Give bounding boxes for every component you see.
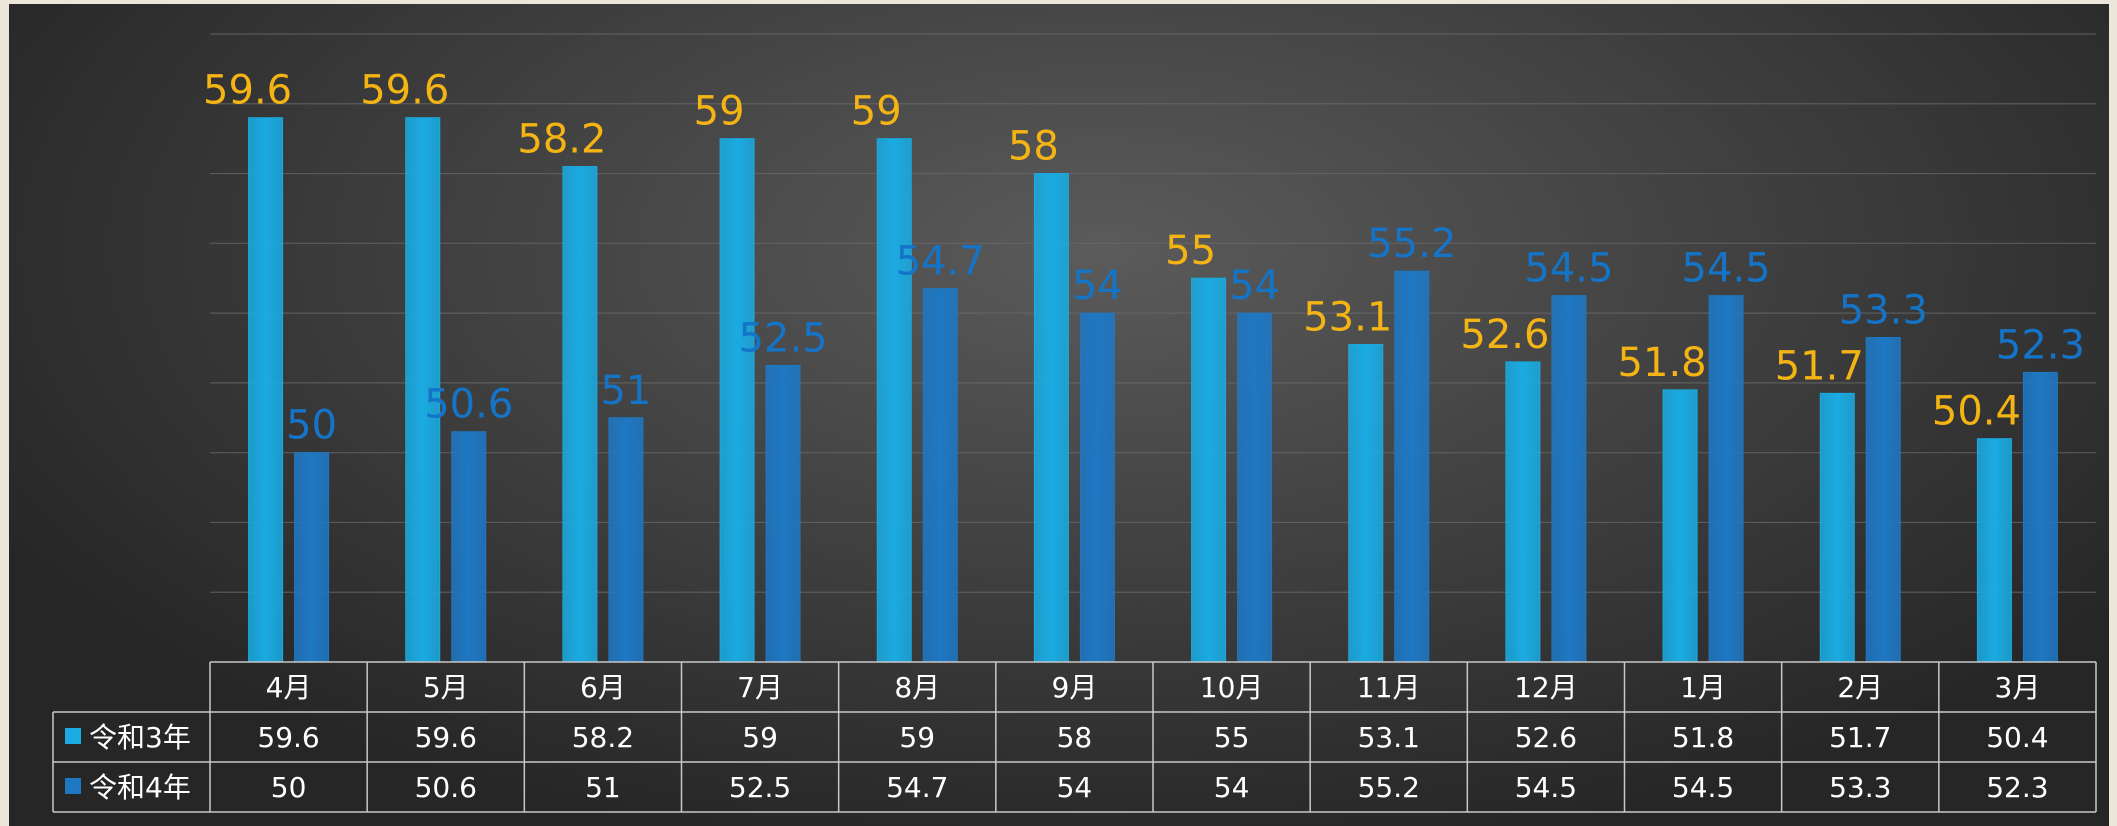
table-cell: 53.3 [1829, 771, 1891, 804]
table-cell: 58 [1057, 721, 1093, 754]
table-cell: 59.6 [257, 721, 319, 754]
bar [1708, 295, 1744, 663]
table-cell: 54.7 [886, 771, 948, 804]
data-label: 59 [851, 89, 902, 135]
table-cell: 55.2 [1358, 771, 1420, 804]
data-label: 55 [1165, 228, 1216, 274]
data-label: 50.4 [1932, 389, 2021, 435]
bar [1819, 392, 1855, 663]
data-label: 52.3 [1996, 322, 2085, 368]
bar [405, 117, 441, 663]
data-label: 53.1 [1303, 295, 1392, 341]
bar [922, 288, 958, 663]
x-tick-label: 10月 [1200, 671, 1264, 704]
data-label: 58.2 [517, 117, 606, 163]
data-label: 52.6 [1460, 312, 1549, 358]
data-label: 54.7 [896, 239, 985, 285]
bar [719, 138, 755, 663]
table-cell: 59 [742, 721, 778, 754]
data-label: 50.6 [424, 382, 513, 428]
x-tick-label: 12月 [1514, 671, 1578, 704]
data-label: 59 [694, 89, 745, 135]
bar [562, 166, 598, 663]
bar [248, 117, 284, 663]
data-label: 54 [1229, 263, 1280, 309]
table-cell: 54.5 [1515, 771, 1577, 804]
table-cell: 53.1 [1358, 721, 1420, 754]
table-cell: 51.7 [1829, 721, 1891, 754]
data-label: 55.2 [1367, 221, 1456, 267]
legend-label: 令和4年 [89, 771, 191, 804]
table-cell: 50.4 [1986, 721, 2048, 754]
bar [1348, 344, 1384, 663]
data-label: 51.7 [1775, 343, 1864, 389]
bar-chart: 59.6 50 59.6 50.6 58.2 51 59 52.5 59 54.7 58 54 55 54… [52, 33, 2097, 813]
legend-label: 令和3年 [89, 721, 191, 754]
bar [294, 452, 330, 663]
bar [1662, 389, 1698, 663]
x-tick-label: 8月 [894, 671, 940, 704]
x-tick-label: 4月 [266, 671, 312, 704]
chart-panel: 59.6 50 59.6 50.6 58.2 51 59 52.5 59 54.7 58 54 55 54… [9, 4, 2109, 826]
bar [1191, 277, 1227, 663]
table-cell: 51 [585, 771, 621, 804]
data-label: 59.6 [360, 68, 449, 114]
x-tick-label: 6月 [580, 671, 626, 704]
x-tick-label: 1月 [1680, 671, 1726, 704]
table-cell: 52.6 [1515, 721, 1577, 754]
bar [1976, 438, 2012, 663]
table-cell: 59 [899, 721, 935, 754]
x-tick-label: 11月 [1357, 671, 1421, 704]
table-cell: 52.5 [729, 771, 791, 804]
table-cell: 54.5 [1672, 771, 1734, 804]
bar [1394, 270, 1430, 663]
x-tick-label: 9月 [1052, 671, 1098, 704]
data-label: 59.6 [203, 68, 292, 114]
bar [765, 364, 801, 663]
x-tick-label: 7月 [737, 671, 783, 704]
x-tick-label: 3月 [1995, 671, 2041, 704]
data-label: 52.5 [739, 315, 828, 361]
bar [1505, 361, 1541, 663]
table-cell: 52.3 [1986, 771, 2048, 804]
bar [876, 138, 912, 663]
table-cell: 54 [1057, 771, 1093, 804]
data-label: 51 [600, 368, 651, 414]
table-cell: 54 [1214, 771, 1250, 804]
bar [608, 417, 644, 663]
bar [1551, 295, 1587, 663]
legend-key [65, 778, 81, 794]
bar [1237, 312, 1273, 663]
data-label: 50 [286, 403, 337, 449]
bar [451, 431, 487, 663]
data-label: 54.5 [1524, 246, 1613, 292]
data-label: 54 [1072, 263, 1123, 309]
bar [1033, 173, 1069, 663]
table-cell: 59.6 [415, 721, 477, 754]
table-cell: 50.6 [415, 771, 477, 804]
table-cell: 51.8 [1672, 721, 1734, 754]
table-cell: 50 [271, 771, 307, 804]
table-cell: 58.2 [572, 721, 634, 754]
table-cell: 55 [1214, 721, 1250, 754]
data-label: 51.8 [1618, 340, 1707, 386]
legend-key [65, 728, 81, 744]
data-label: 58 [1008, 124, 1059, 170]
data-label: 53.3 [1839, 288, 1928, 334]
bar [1079, 312, 1115, 663]
x-tick-label: 5月 [423, 671, 469, 704]
bar [2022, 371, 2058, 663]
bar [1865, 337, 1901, 663]
x-tick-label: 2月 [1837, 671, 1883, 704]
data-label: 54.5 [1682, 246, 1771, 292]
